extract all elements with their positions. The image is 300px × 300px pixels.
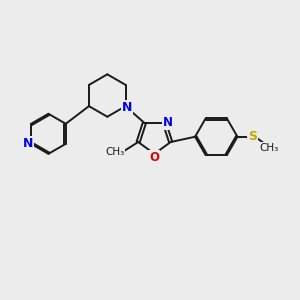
Text: CH₃: CH₃ xyxy=(260,142,279,153)
Text: N: N xyxy=(122,101,132,114)
Text: N: N xyxy=(163,116,173,129)
Text: N: N xyxy=(23,137,33,150)
Text: CH₃: CH₃ xyxy=(105,147,124,157)
Text: S: S xyxy=(248,130,257,143)
Text: O: O xyxy=(149,151,159,164)
